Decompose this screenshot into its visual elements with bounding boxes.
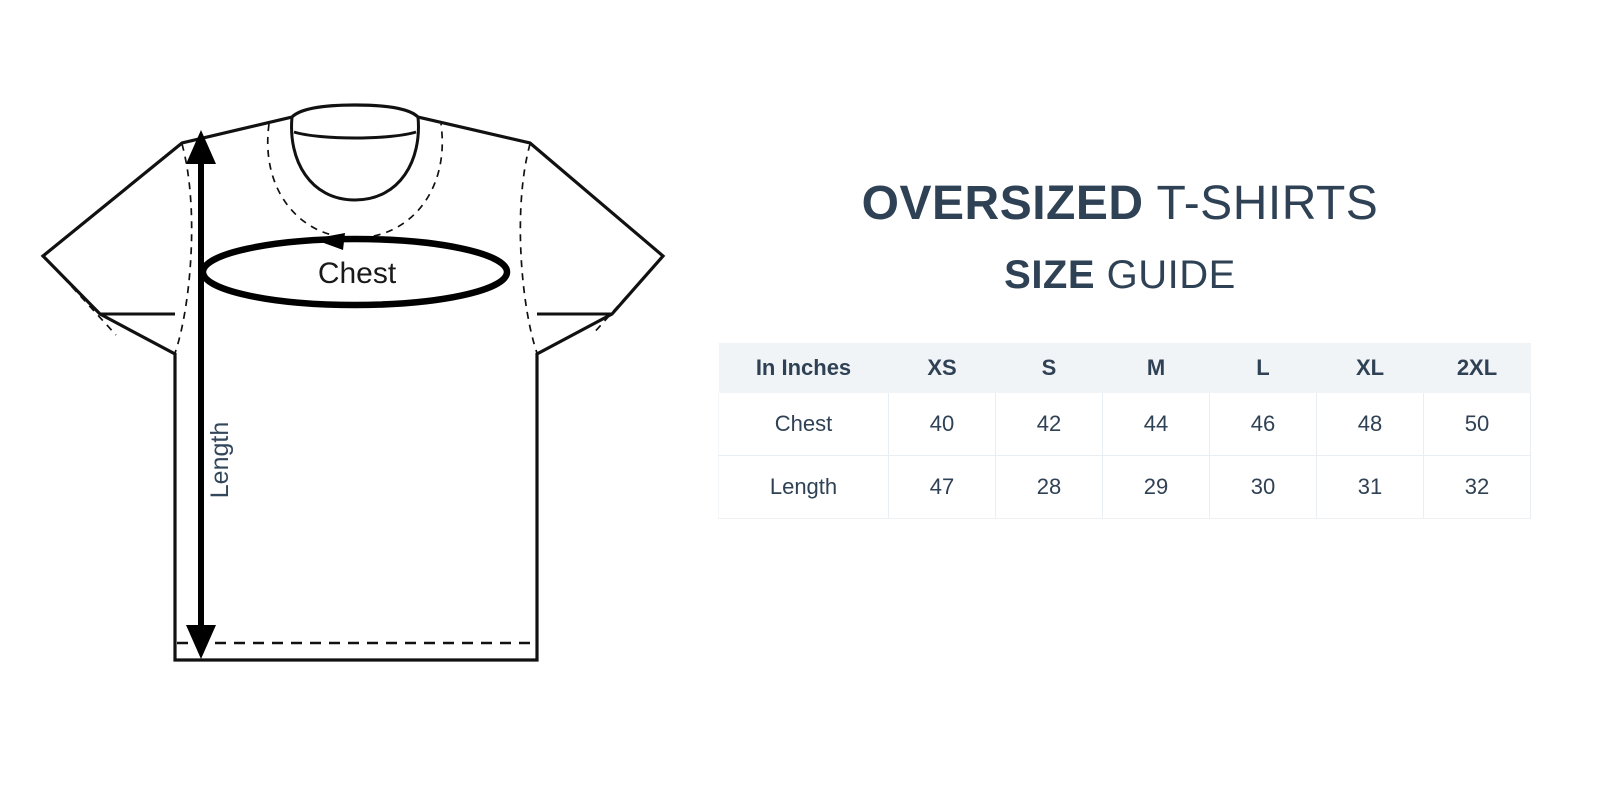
column-header-m: M xyxy=(1102,343,1210,393)
size-guide-panel: OVERSIZED T-SHIRTS SIZE GUIDE In Inches … xyxy=(700,0,1600,800)
collar-dashed-seam xyxy=(266,123,444,239)
size-table-container: In Inches XS S M L XL 2XL Chest 40 42 44… xyxy=(718,343,1531,519)
table-header-row: In Inches XS S M L XL 2XL xyxy=(718,343,1531,393)
length-arrow-head-bottom xyxy=(186,625,216,659)
collar-outer-line xyxy=(290,116,420,202)
tshirt-measurement-diagram: Length Chest xyxy=(0,60,700,710)
tshirt-body-outline xyxy=(40,103,666,662)
column-header-s: S xyxy=(995,343,1103,393)
chest-label: Chest xyxy=(318,257,397,290)
cell-chest-s: 42 xyxy=(995,393,1103,456)
left-armhole-seam xyxy=(174,143,193,354)
cell-chest-xs: 40 xyxy=(888,393,996,456)
chest-ellipse xyxy=(199,235,511,309)
collar-rib-line xyxy=(293,130,417,140)
length-label: Length xyxy=(206,422,234,498)
cell-chest-2xl: 50 xyxy=(1423,393,1531,456)
column-header-l: L xyxy=(1209,343,1317,393)
cell-length-l: 30 xyxy=(1209,455,1317,519)
right-armhole-seam xyxy=(519,143,538,354)
row-label-length: Length xyxy=(718,455,889,519)
row-label-chest: Chest xyxy=(718,393,889,456)
page-subtitle-strong: SIZE xyxy=(1004,252,1096,297)
chest-arrow-head xyxy=(313,233,345,250)
length-arrow-head-top xyxy=(186,130,216,164)
page-title-strong: OVERSIZED xyxy=(861,177,1144,230)
page-title-light: T-SHIRTS xyxy=(1143,177,1379,230)
left-cuff-seam xyxy=(62,276,117,336)
cell-length-s: 28 xyxy=(995,455,1103,519)
cell-length-xl: 31 xyxy=(1316,455,1424,519)
cell-length-2xl: 32 xyxy=(1423,455,1531,519)
page-title: OVERSIZED T-SHIRTS xyxy=(700,177,1540,231)
page-subtitle-light: GUIDE xyxy=(1095,252,1236,297)
table-row: Length 47 28 29 30 31 32 xyxy=(718,455,1531,519)
cell-chest-m: 44 xyxy=(1102,393,1210,456)
page-subtitle: SIZE GUIDE xyxy=(700,253,1540,297)
table-row: Chest 40 42 44 46 48 50 xyxy=(718,393,1531,456)
cell-chest-xl: 48 xyxy=(1316,393,1424,456)
column-header-2xl: 2XL xyxy=(1423,343,1531,393)
column-header-xl: XL xyxy=(1316,343,1424,393)
cell-length-xs: 47 xyxy=(888,455,996,519)
column-header-xs: XS xyxy=(888,343,996,393)
column-header-in-inches: In Inches xyxy=(718,343,889,393)
title-block: OVERSIZED T-SHIRTS SIZE GUIDE xyxy=(700,177,1540,297)
size-table: In Inches XS S M L XL 2XL Chest 40 42 44… xyxy=(718,343,1531,519)
cell-length-m: 29 xyxy=(1102,455,1210,519)
cell-chest-l: 46 xyxy=(1209,393,1317,456)
